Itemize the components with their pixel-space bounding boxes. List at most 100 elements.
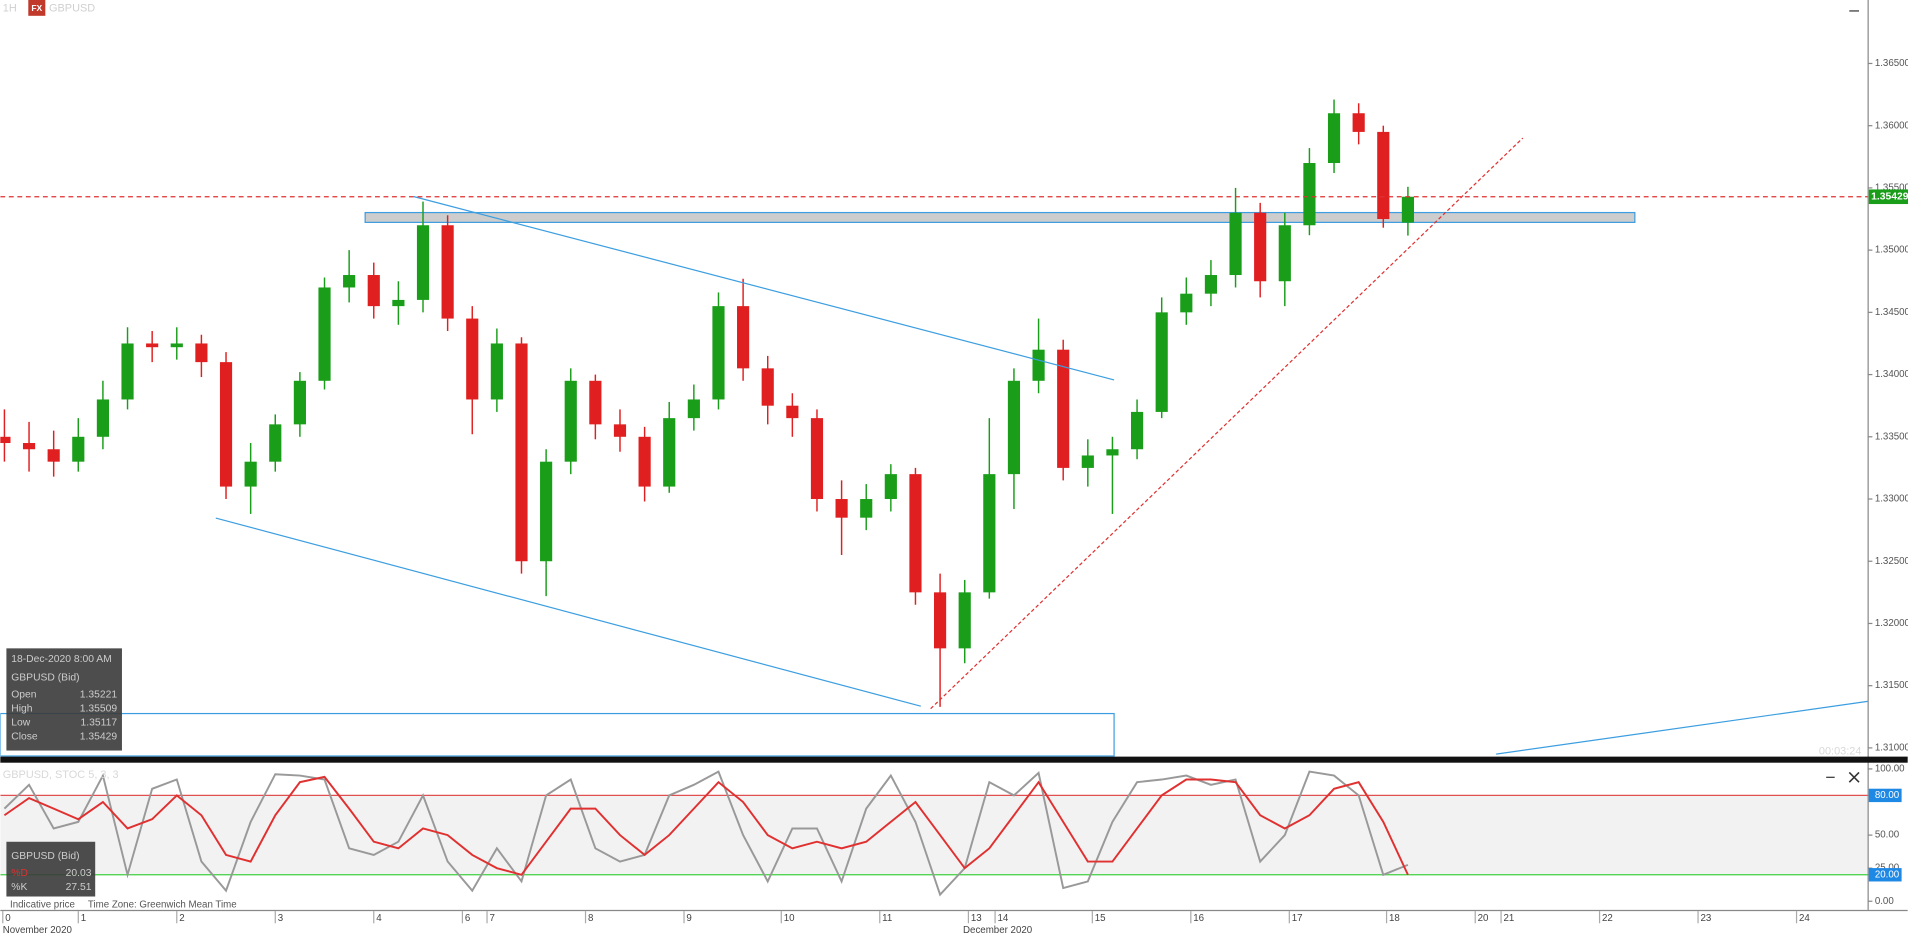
candle-body	[860, 499, 873, 518]
candle-body	[146, 343, 159, 348]
candle-body	[72, 436, 85, 462]
candle-body	[613, 424, 627, 437]
stoch-source: GBPUSD (Bid)	[11, 851, 79, 862]
x-tick-label: 6	[465, 913, 470, 924]
info-value: 1.35117	[81, 717, 118, 728]
candle-body	[343, 275, 356, 288]
candle-body	[293, 380, 306, 425]
candle-body	[638, 436, 651, 487]
candle-body	[1327, 113, 1341, 164]
last-price-tag	[1868, 189, 1908, 205]
stoch-line	[3, 770, 1409, 897]
candle-body	[983, 474, 996, 593]
stoch-info-bg	[6, 841, 96, 897]
y-tick-label: 80.00	[1875, 790, 1900, 801]
info-label: High	[11, 703, 32, 714]
candle-body	[909, 474, 922, 593]
legend-value: 20.03	[66, 868, 92, 879]
candle-body	[244, 461, 257, 487]
badge-bg	[28, 0, 46, 16]
candle-body	[1401, 196, 1414, 223]
legend-name: %K	[11, 882, 27, 893]
y-tick-label: 1.35000	[1875, 245, 1908, 256]
y-tick-label: 1.35500	[1875, 182, 1908, 193]
x-tick-label: 10	[784, 913, 795, 924]
candle-body	[761, 368, 774, 406]
candle-body	[835, 499, 848, 518]
axes: 1.36500 1.36000 1.35500 1.35000 1.34500 1.340…	[2, 58, 1908, 933]
y-tick-label: 50.00	[1875, 830, 1900, 841]
candle-body	[416, 225, 430, 300]
level-band	[0, 795, 1868, 875]
candle-body	[786, 405, 799, 419]
info-value: 1.35429	[80, 731, 118, 742]
y-tick-label: 1.32500	[1875, 556, 1908, 567]
x-tick-label: 1	[81, 913, 86, 924]
timer: 00:03:24	[1819, 746, 1862, 758]
candle-body	[96, 399, 109, 437]
x-tick-label: 14	[998, 913, 1009, 924]
candle-body	[1254, 212, 1267, 282]
y-tick-label: 1.32000	[1875, 618, 1908, 629]
trend-line	[413, 196, 1115, 381]
candle-body	[884, 474, 897, 500]
candle-body	[564, 380, 577, 462]
footer-note: Indicative price	[10, 900, 75, 911]
candle-body	[219, 362, 233, 487]
x-tick-label: 0	[5, 913, 11, 924]
y-tick-label: 100.00	[1875, 764, 1905, 775]
y-tick-label: 20.00	[1875, 869, 1900, 880]
candle-body	[1278, 225, 1291, 282]
x-tick-label: 24	[1799, 913, 1810, 924]
x-tick-label: 2	[179, 913, 184, 924]
stoch-pane	[0, 770, 1868, 897]
y-tick-label: 1.31000	[1875, 742, 1908, 753]
x-tick-label: 16	[1193, 913, 1204, 924]
y-tick-label: 1.33000	[1875, 494, 1908, 505]
stoch-line	[3, 775, 1409, 876]
x-tick-label: 21	[1504, 913, 1515, 924]
info-box-bg	[6, 648, 122, 751]
stoch-info-box: GBPUSD (Bid) %D 20.03 %K 27.51	[6, 841, 96, 897]
info-source: GBPUSD (Bid)	[11, 672, 79, 683]
candle-body	[22, 443, 36, 450]
trend-line	[1496, 700, 1868, 755]
last-price-label: 1.35429	[1871, 191, 1908, 202]
stoch-close[interactable]	[1848, 771, 1860, 783]
candle-body	[1180, 293, 1193, 313]
candle-body	[737, 306, 750, 369]
badge: FX	[31, 3, 42, 13]
candle-body	[1032, 349, 1045, 381]
info-value: 1.35221	[80, 689, 118, 700]
footer-timezone: Time Zone: Greenwich Mean Time	[88, 900, 237, 911]
candle-body	[663, 418, 676, 487]
x-tick-label: 18	[1389, 913, 1400, 924]
x-tick-label: 11	[882, 913, 892, 924]
x-tick-label: 13	[971, 913, 982, 924]
candle-body	[269, 424, 282, 462]
candle-body	[121, 343, 134, 400]
candle-body	[170, 343, 183, 348]
symbol: GBPUSD	[49, 2, 95, 14]
candle-body	[1155, 312, 1168, 412]
candle-body	[589, 380, 602, 425]
candle-body	[810, 418, 824, 500]
info-box: 18-Dec-2020 8:00 AM GBPUSD (Bid) Open 1.352…	[6, 648, 122, 751]
candle-body	[1081, 455, 1094, 468]
candle-body	[1106, 449, 1119, 456]
candle-body	[1057, 349, 1070, 468]
y-tick-label: 0.00	[1875, 896, 1895, 907]
candle-body	[441, 225, 454, 319]
candle-body	[515, 343, 528, 562]
zone	[364, 211, 1636, 223]
info-date: 18-Dec-2020 8:00 AM	[11, 654, 111, 665]
pane-separator	[0, 756, 1908, 763]
candle-body	[1007, 380, 1021, 475]
x-tick-label: 9	[686, 913, 691, 924]
x-tick-label: 22	[1602, 913, 1613, 924]
candle-body	[318, 287, 331, 381]
stoch-title: GBPUSD, STOC 5, 3, 3	[3, 769, 119, 781]
candle-body	[0, 436, 11, 444]
